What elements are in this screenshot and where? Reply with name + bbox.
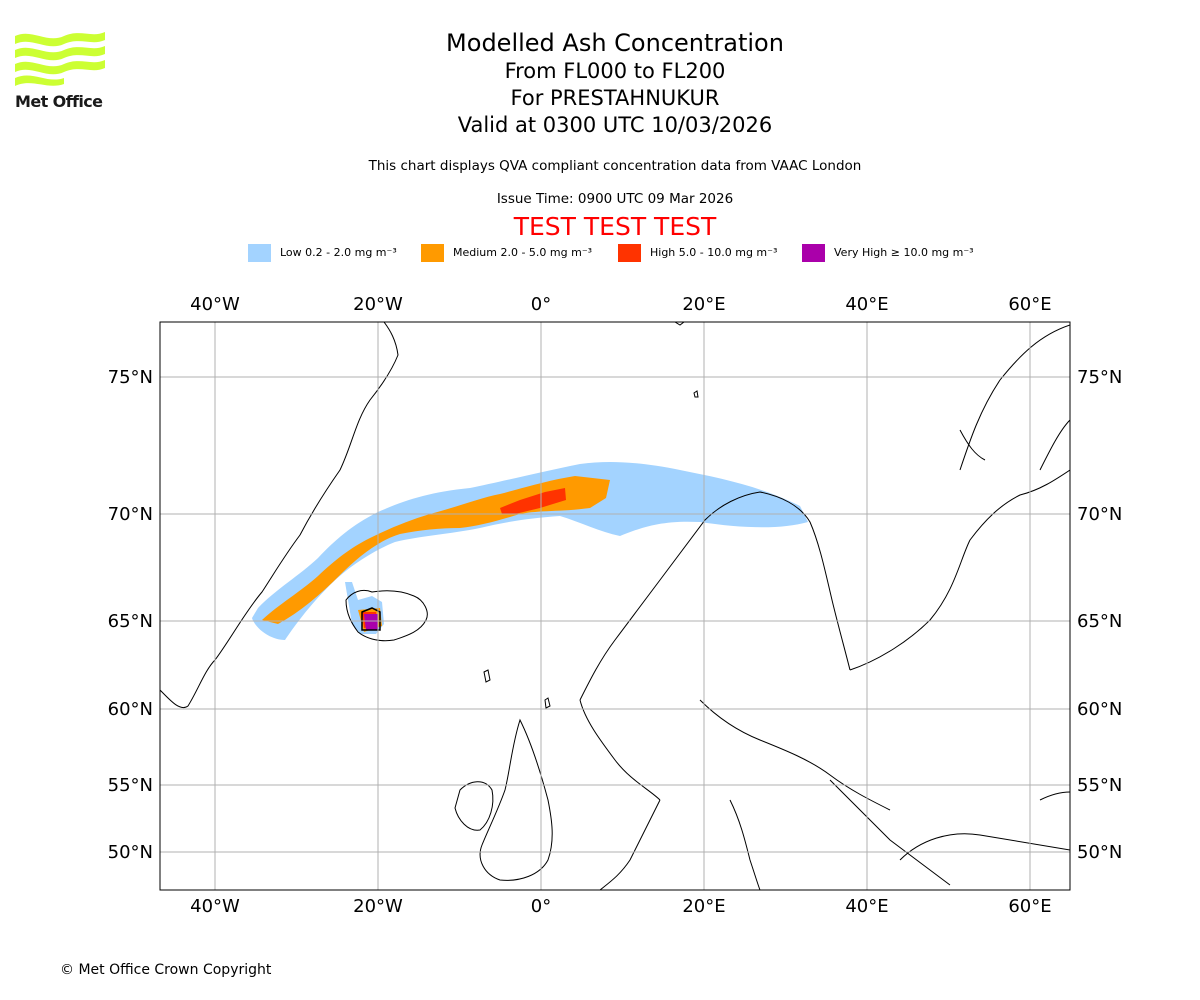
issue-time: Issue Time: 0900 UTC 09 Mar 2026 [496, 191, 734, 207]
lon-tick-label: 20°W [353, 896, 403, 917]
lat-tick-label: 60°N [1077, 699, 1122, 720]
page-title: Modelled Ash Concentration [446, 29, 784, 57]
legend-label: Very High ≥ 10.0 mg m⁻³ [834, 246, 974, 259]
lon-tick-label: 20°E [682, 294, 725, 315]
legend-label: High 5.0 - 10.0 mg m⁻³ [650, 246, 778, 259]
legend-item-low: Low 0.2 - 2.0 mg m⁻³ [248, 244, 397, 262]
volcano-name: For PRESTAHNUKUR [510, 86, 720, 110]
legend-swatch [248, 244, 271, 262]
flight-levels: From FL000 to FL200 [504, 59, 726, 83]
graticule [160, 322, 1070, 890]
lon-tick-label: 0° [531, 294, 551, 315]
ash-high-area [500, 488, 566, 514]
lat-tick-label: 75°N [1077, 367, 1122, 388]
copyright: © Met Office Crown Copyright [60, 962, 272, 978]
map-background [160, 322, 1070, 890]
lon-labels: 40°W 20°W 0° 20°E 40°E 60°E 40°W 20°W 0°… [190, 294, 1051, 917]
legend-swatch [802, 244, 825, 262]
lon-tick-label: 20°E [682, 896, 725, 917]
chart-titles: Modelled Ash Concentration From FL000 to… [0, 28, 1200, 139]
met-office-logo [15, 32, 105, 86]
lon-tick-label: 0° [531, 896, 551, 917]
lat-tick-label: 75°N [108, 367, 153, 388]
map-frame [159, 321, 1071, 891]
valid-time: Valid at 0300 UTC 10/03/2026 [457, 113, 773, 137]
ash-low-area [252, 462, 808, 640]
compliance-note: This chart displays QVA compliant concen… [368, 158, 862, 174]
lon-tick-label: 40°E [845, 294, 888, 315]
lat-tick-label: 65°N [1077, 611, 1122, 632]
legend-swatch [618, 244, 641, 262]
legend-label: Low 0.2 - 2.0 mg m⁻³ [280, 246, 397, 259]
lat-tick-label: 50°N [1077, 842, 1122, 863]
lat-tick-label: 55°N [1077, 775, 1122, 796]
legend-swatch [421, 244, 444, 262]
lon-tick-label: 60°E [1008, 294, 1051, 315]
lat-tick-label: 65°N [108, 611, 153, 632]
legend-item-medium: Medium 2.0 - 5.0 mg m⁻³ [421, 244, 592, 262]
lat-tick-label: 50°N [108, 842, 153, 863]
test-banner: TEST TEST TEST [513, 212, 717, 241]
lon-tick-label: 20°W [353, 294, 403, 315]
lat-tick-label: 55°N [108, 775, 153, 796]
lon-tick-label: 60°E [1008, 896, 1051, 917]
logo-text: Met Office [15, 92, 103, 111]
lon-tick-label: 40°E [845, 896, 888, 917]
ash-medium-area [262, 476, 610, 624]
coastlines [160, 322, 1070, 890]
legend-item-high: High 5.0 - 10.0 mg m⁻³ [618, 244, 777, 262]
legend-label: Medium 2.0 - 5.0 mg m⁻³ [453, 246, 593, 259]
ash-very-high-area [364, 614, 378, 630]
lon-tick-label: 40°W [190, 294, 240, 315]
lat-labels: 75°N 70°N 65°N 60°N 55°N 50°N 75°N 70°N … [108, 367, 1123, 863]
lat-tick-label: 70°N [1077, 504, 1122, 525]
lon-tick-label: 40°W [190, 896, 240, 917]
legend-item-very-high: Very High ≥ 10.0 mg m⁻³ [802, 244, 974, 262]
lat-tick-label: 70°N [108, 504, 153, 525]
lat-tick-label: 60°N [108, 699, 153, 720]
